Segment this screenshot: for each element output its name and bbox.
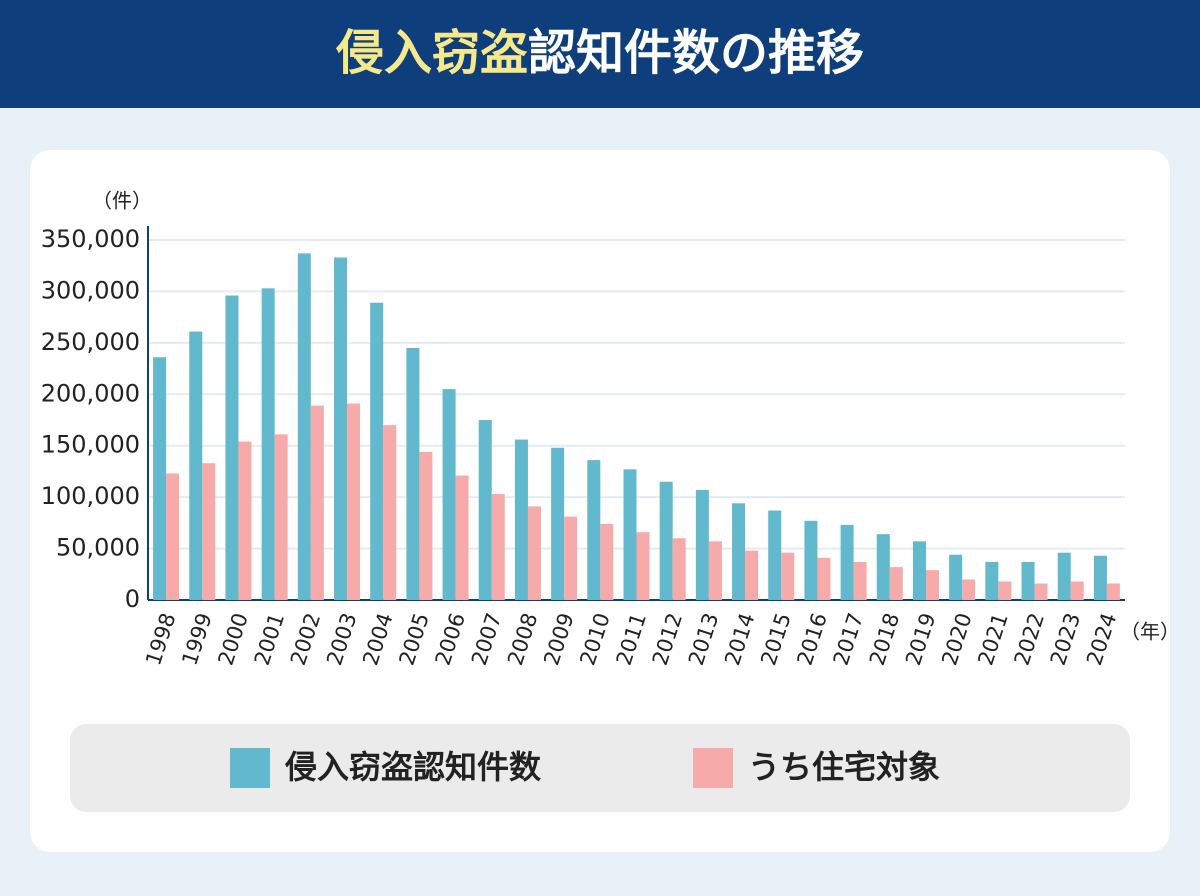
bar (623, 469, 637, 600)
bar (962, 579, 976, 600)
legend (70, 724, 1130, 812)
bar (478, 420, 492, 600)
bar (527, 506, 541, 600)
bar (406, 348, 420, 600)
y-tick-label: 0 (125, 585, 140, 613)
y-tick-label: 300,000 (41, 276, 140, 304)
bar (310, 405, 324, 600)
x-axis-label: （年） (1120, 620, 1180, 644)
y-tick-label: 250,000 (41, 328, 140, 356)
bar (347, 403, 361, 600)
bar (189, 331, 203, 600)
bar (261, 288, 275, 600)
bar (587, 460, 601, 600)
y-tick-label: 350,000 (41, 225, 140, 253)
bar (853, 561, 867, 600)
bar (949, 554, 963, 600)
legend-label: うち住宅対象 (748, 748, 940, 786)
chart-title: 侵入窃盗認知件数の推移 (335, 25, 864, 81)
bar (804, 520, 818, 600)
bar (695, 489, 709, 600)
bar (334, 257, 348, 600)
y-tick-label: 100,000 (41, 482, 140, 510)
bar (998, 581, 1012, 600)
bar (370, 302, 384, 600)
bar (514, 439, 528, 600)
bar (600, 523, 614, 600)
y-tick-label: 200,000 (41, 379, 140, 407)
bar (1021, 561, 1035, 600)
bar (985, 561, 999, 600)
bar (1070, 581, 1084, 600)
y-tick-label: 150,000 (41, 431, 140, 459)
bar (708, 541, 722, 600)
bar (442, 389, 456, 600)
bar (889, 567, 903, 600)
bar (297, 253, 311, 600)
bar (672, 538, 686, 600)
bar (912, 541, 926, 600)
bar (153, 357, 167, 600)
legend-label: 侵入窃盗認知件数 (284, 748, 542, 786)
bar (455, 475, 469, 600)
bar (925, 570, 939, 600)
bar (1106, 583, 1120, 600)
bar (659, 481, 673, 600)
bar (274, 434, 288, 600)
bar (238, 441, 252, 600)
legend-swatch (693, 748, 733, 788)
bar (1093, 555, 1107, 600)
bar (166, 473, 180, 600)
legend-swatch (230, 748, 270, 788)
header (0, 0, 1200, 108)
bar (817, 557, 831, 600)
title-rest: 認知件数の推移 (528, 25, 864, 81)
bar (781, 552, 795, 600)
bar (383, 425, 397, 600)
bar (768, 510, 782, 600)
bar (1034, 583, 1048, 600)
bar (564, 516, 578, 600)
bar (551, 447, 565, 600)
bar (491, 494, 505, 600)
y-axis-label: （件） (92, 189, 152, 213)
bar (876, 534, 890, 600)
bar (202, 463, 216, 600)
bar (636, 532, 650, 600)
bar (225, 295, 239, 600)
bar (732, 503, 746, 600)
title-highlight: 侵入窃盗 (335, 25, 528, 81)
bar (1057, 552, 1071, 600)
bar (840, 524, 854, 600)
bar (419, 451, 433, 600)
bar (745, 550, 759, 600)
y-tick-label: 50,000 (56, 534, 140, 562)
